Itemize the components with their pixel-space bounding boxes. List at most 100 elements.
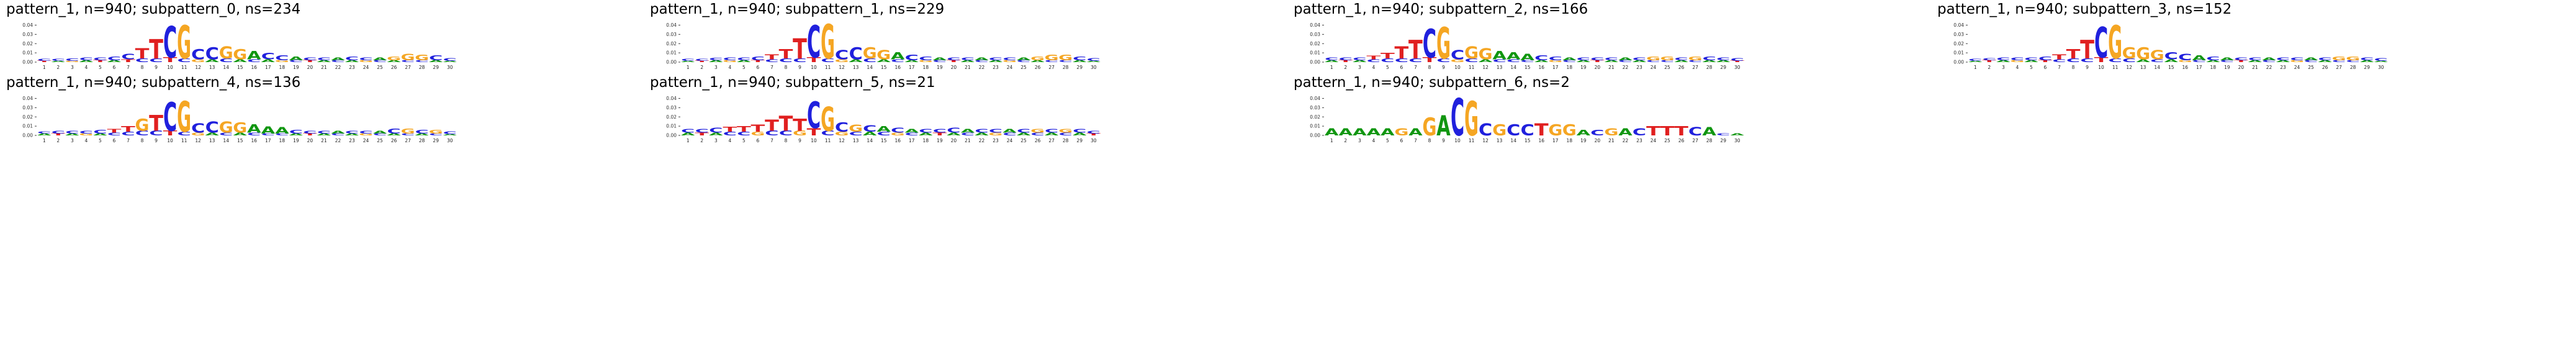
svg-text:10: 10 (1454, 65, 1461, 70)
svg-text:C: C (429, 55, 443, 62)
svg-text:A: A (1633, 60, 1646, 63)
svg-text:22: 22 (1623, 65, 1629, 70)
svg-text:C: C (1465, 58, 1479, 64)
svg-text:G: G (1464, 93, 1479, 145)
svg-text:27: 27 (1692, 65, 1698, 70)
svg-text:A: A (681, 132, 696, 136)
svg-text:26: 26 (391, 65, 397, 70)
svg-text:T: T (2052, 53, 2066, 61)
svg-text:A: A (387, 60, 400, 63)
svg-text:0.03: 0.03 (1310, 32, 1320, 37)
svg-text:20: 20 (307, 65, 313, 70)
svg-text:G: G (1688, 55, 1703, 61)
svg-text:C: C (1436, 58, 1450, 64)
svg-text:3: 3 (71, 138, 74, 143)
svg-text:C: C (709, 58, 723, 61)
svg-text:23: 23 (349, 65, 355, 70)
svg-text:T: T (1366, 55, 1380, 61)
svg-text:G: G (1492, 122, 1506, 140)
svg-text:C: C (2276, 57, 2290, 61)
svg-text:20: 20 (2238, 65, 2245, 70)
svg-text:4: 4 (728, 138, 731, 143)
svg-text:C: C (79, 57, 93, 61)
svg-text:A: A (261, 58, 276, 63)
svg-text:0.01: 0.01 (666, 50, 677, 56)
svg-text:16: 16 (251, 138, 257, 143)
svg-text:A: A (2262, 57, 2277, 61)
svg-text:A: A (1534, 60, 1548, 63)
svg-text:28: 28 (419, 138, 425, 143)
svg-text:0.04: 0.04 (1953, 22, 1964, 28)
svg-text:A: A (863, 131, 877, 137)
svg-text:22: 22 (979, 138, 985, 143)
svg-text:25: 25 (1020, 65, 1027, 70)
svg-text:C: C (205, 119, 219, 136)
svg-text:C: C (1703, 56, 1716, 62)
svg-text:A: A (2248, 60, 2262, 63)
svg-text:10: 10 (167, 65, 173, 70)
svg-text:7: 7 (127, 138, 130, 143)
svg-text:T: T (2080, 35, 2094, 65)
svg-text:C: C (1017, 60, 1030, 63)
svg-text:C: C (807, 17, 821, 68)
svg-text:A: A (1045, 132, 1060, 136)
svg-text:A: A (1353, 60, 1366, 63)
svg-text:G: G (401, 127, 415, 135)
svg-text:8: 8 (1428, 65, 1431, 70)
svg-text:C: C (219, 132, 233, 137)
svg-text:24: 24 (2294, 65, 2300, 70)
svg-text:13: 13 (209, 138, 215, 143)
svg-text:C: C (863, 124, 876, 134)
svg-text:G: G (401, 52, 415, 63)
svg-text:15: 15 (237, 138, 243, 143)
svg-text:6: 6 (113, 138, 116, 143)
svg-text:0.00: 0.00 (1310, 133, 1320, 138)
svg-text:C: C (1339, 57, 1353, 61)
svg-text:0.03: 0.03 (22, 105, 33, 111)
svg-text:3: 3 (1358, 138, 1361, 143)
svg-text:C: C (52, 58, 65, 61)
svg-text:C: C (401, 133, 415, 136)
svg-text:T: T (947, 60, 961, 63)
svg-text:21: 21 (1608, 65, 1615, 70)
svg-text:12: 12 (2126, 65, 2132, 70)
svg-text:T: T (1380, 52, 1395, 60)
svg-text:9: 9 (798, 65, 801, 70)
svg-text:G: G (1562, 122, 1577, 140)
svg-text:G: G (1045, 53, 1059, 62)
svg-text:1: 1 (43, 138, 46, 143)
svg-text:5: 5 (742, 138, 745, 143)
svg-text:15: 15 (1524, 138, 1531, 143)
svg-text:T: T (1982, 60, 1997, 63)
svg-text:G: G (2136, 45, 2150, 63)
svg-text:14: 14 (867, 138, 873, 143)
svg-text:C: C (219, 58, 233, 64)
svg-text:12: 12 (195, 65, 201, 70)
svg-text:T: T (765, 117, 779, 134)
svg-text:3: 3 (1358, 65, 1361, 70)
svg-text:30: 30 (447, 138, 453, 143)
svg-text:23: 23 (993, 65, 999, 70)
svg-text:24: 24 (1007, 138, 1013, 143)
svg-text:C: C (178, 58, 191, 64)
svg-text:A: A (1562, 57, 1577, 61)
svg-text:C: C (1688, 125, 1702, 138)
svg-text:G: G (1058, 128, 1073, 134)
svg-text:24: 24 (363, 138, 369, 143)
svg-text:A: A (1367, 126, 1381, 138)
svg-text:2: 2 (700, 138, 703, 143)
svg-text:G: G (1423, 113, 1437, 141)
sequence-logo-plot-0: 0.000.010.020.030.041TC2AC3GC4AC5TC6AC7T… (22, 17, 457, 70)
svg-text:C: C (205, 44, 219, 63)
svg-text:C: C (317, 130, 331, 135)
svg-text:28: 28 (1063, 65, 1069, 70)
svg-text:18: 18 (1567, 65, 1573, 70)
plot-title-3: pattern_1, n=940; subpattern_3, ns=152 (1937, 1, 2232, 17)
svg-text:C: C (65, 130, 79, 135)
svg-text:C: C (961, 132, 975, 137)
svg-text:C: C (261, 51, 275, 61)
svg-text:C: C (905, 53, 919, 62)
svg-text:29: 29 (2364, 65, 2370, 70)
svg-text:G: G (1058, 53, 1073, 62)
svg-text:A: A (947, 132, 961, 136)
